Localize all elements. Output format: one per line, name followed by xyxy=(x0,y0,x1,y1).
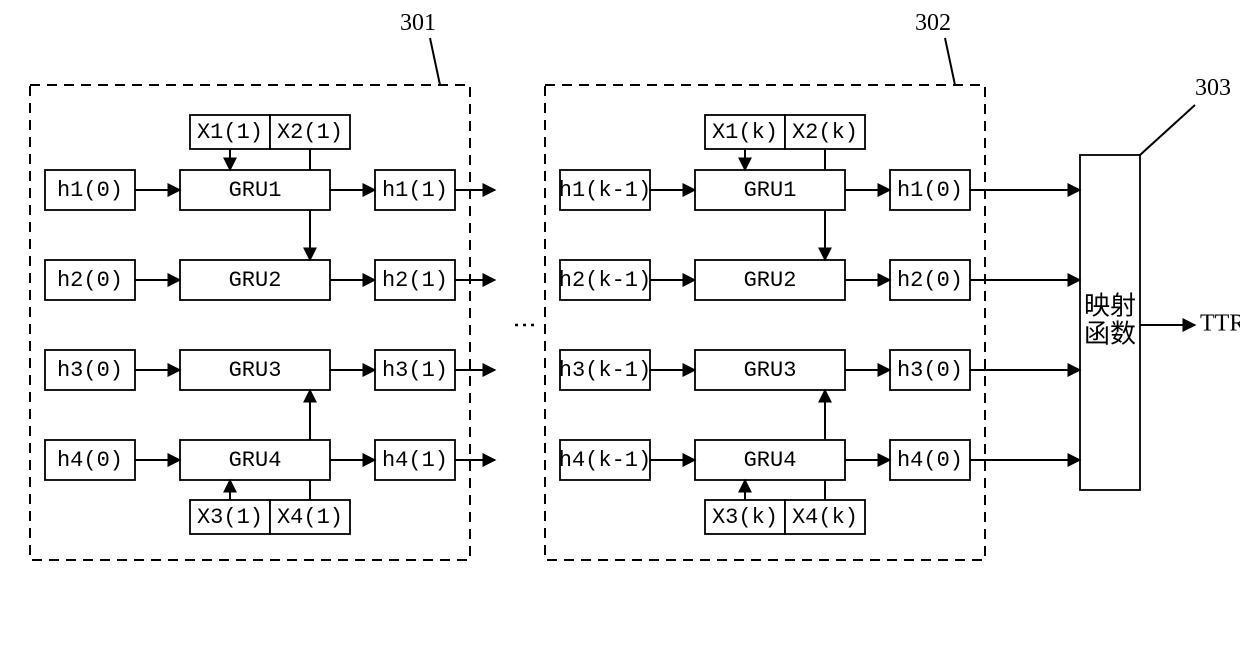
leader-b302 xyxy=(945,38,955,85)
gru-label-b301-1: GRU2 xyxy=(229,268,282,293)
gru-label-b301-3: GRU4 xyxy=(229,448,282,473)
xtop2-label-b301: X2(1) xyxy=(277,120,343,145)
leader-303 xyxy=(1140,105,1195,155)
hout-label-b301-3: h4(1) xyxy=(382,448,448,473)
hout-label-b301-1: h2(1) xyxy=(382,268,448,293)
xtop1-label-b301: X1(1) xyxy=(197,120,263,145)
xtop2-label-b302: X2(k) xyxy=(792,120,858,145)
diagram-root: 301 h1(0) GRU1 h1(1) h2(0) GRU2 h2(1) h3(0) GRU3… xyxy=(0,0,1240,645)
ref-b301: 301 xyxy=(400,10,436,36)
gru-label-b301-0: GRU1 xyxy=(229,178,282,203)
hin-label-b301-3: h4(0) xyxy=(57,448,123,473)
leader-b301 xyxy=(430,38,440,85)
hin-label-b302-3: h4(k-1) xyxy=(559,448,651,473)
hin-label-b302-0: h1(k-1) xyxy=(559,178,651,203)
ref-303: 303 xyxy=(1195,75,1231,101)
hin-label-b302-1: h2(k-1) xyxy=(559,268,651,293)
hout-label-b302-3: h4(0) xyxy=(897,448,963,473)
ttr-label: TTR xyxy=(1200,311,1240,337)
gru-label-b302-2: GRU3 xyxy=(744,358,797,383)
gru-label-b302-1: GRU2 xyxy=(744,268,797,293)
hin-label-b302-2: h3(k-1) xyxy=(559,358,651,383)
xtop1-label-b302: X1(k) xyxy=(712,120,778,145)
dashed-b302 xyxy=(545,85,985,560)
hin-label-b301-0: h1(0) xyxy=(57,178,123,203)
hout-label-b301-2: h3(1) xyxy=(382,358,448,383)
xbot3-label-b301: X3(1) xyxy=(197,505,263,530)
dashed-b301 xyxy=(30,85,470,560)
hout-label-b301-0: h1(1) xyxy=(382,178,448,203)
xbot3-label-b302: X3(k) xyxy=(712,505,778,530)
hout-label-b302-2: h3(0) xyxy=(897,358,963,383)
gru-label-b302-0: GRU1 xyxy=(744,178,797,203)
map-label-2: 函数 xyxy=(1084,319,1136,348)
gru-label-b302-3: GRU4 xyxy=(744,448,797,473)
hin-label-b301-2: h3(0) xyxy=(57,358,123,383)
ref-b302: 302 xyxy=(915,10,951,36)
hin-label-b301-1: h2(0) xyxy=(57,268,123,293)
hout-label-b302-0: h1(0) xyxy=(897,178,963,203)
hout-label-b302-1: h2(0) xyxy=(897,268,963,293)
gru-label-b301-2: GRU3 xyxy=(229,358,282,383)
xbot4-label-b302: X4(k) xyxy=(792,505,858,530)
xbot4-label-b301: X4(1) xyxy=(277,505,343,530)
map-label-1: 映射 xyxy=(1084,291,1136,320)
